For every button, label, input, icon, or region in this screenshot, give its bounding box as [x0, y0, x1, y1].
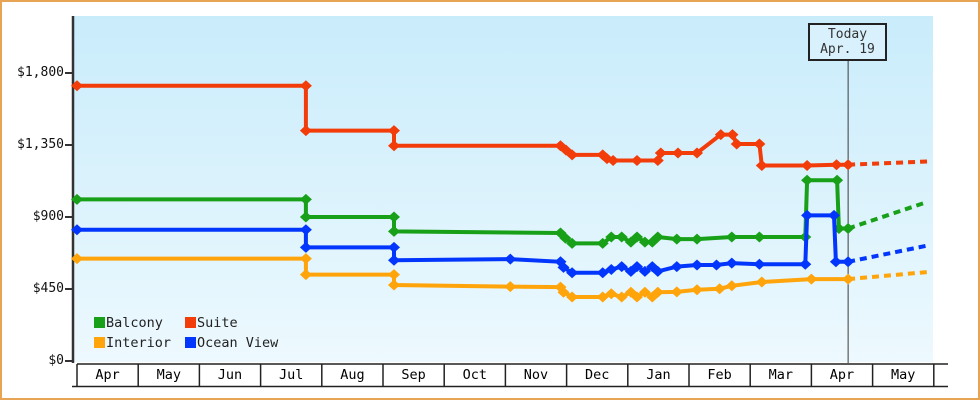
y-tick-label: $1,800	[17, 65, 64, 80]
legend-swatch-interior	[94, 337, 105, 348]
y-tick-label: $450	[32, 281, 64, 296]
month-label-feb-10: Feb	[707, 367, 732, 383]
month-label-aug-4: Aug	[340, 367, 365, 383]
month-label-apr-12: Apr	[829, 367, 855, 383]
legend-swatch-balcony	[94, 317, 105, 328]
legend-label-suite: Suite	[197, 315, 238, 331]
y-tick-label: $0	[48, 353, 64, 368]
month-label-sep-5: Sep	[401, 367, 426, 383]
today-label-line1: Today	[827, 27, 868, 42]
month-label-oct-6: Oct	[462, 367, 487, 383]
month-label-may-13: May	[890, 367, 916, 383]
legend-item-balcony: Balcony	[94, 313, 185, 333]
month-label-jan-9: Jan	[646, 367, 671, 383]
month-label-apr-0: Apr	[95, 367, 120, 383]
month-label-may-1: May	[156, 367, 181, 383]
y-tick-label: $1,350	[17, 137, 64, 152]
month-label-dec-8: Dec	[584, 367, 610, 383]
legend-label-interior: Interior	[106, 335, 172, 351]
legend-label-balcony: Balcony	[106, 315, 163, 331]
month-label-nov-7: Nov	[523, 367, 549, 383]
month-label-jun-2: Jun	[217, 367, 243, 383]
month-label-jul-3: Jul	[278, 367, 304, 383]
today-label-line2: Apr. 19	[820, 42, 875, 57]
legend-swatch-suite	[185, 317, 196, 328]
legend-item-ocean-view: Ocean View	[185, 333, 278, 353]
legend-label-ocean-view: Ocean View	[197, 335, 279, 351]
legend: Balcony Suite Interior Ocean View	[94, 313, 278, 353]
legend-item-interior: Interior	[94, 333, 185, 353]
y-tick-label: $900	[32, 209, 64, 224]
month-label-mar-11: Mar	[768, 367, 793, 383]
legend-item-suite: Suite	[185, 313, 238, 333]
legend-row-1: Balcony Suite	[94, 313, 278, 333]
today-marker-label: Today Apr. 19	[808, 23, 887, 61]
legend-swatch-ocean-view	[185, 337, 196, 348]
legend-row-2: Interior Ocean View	[94, 333, 278, 353]
